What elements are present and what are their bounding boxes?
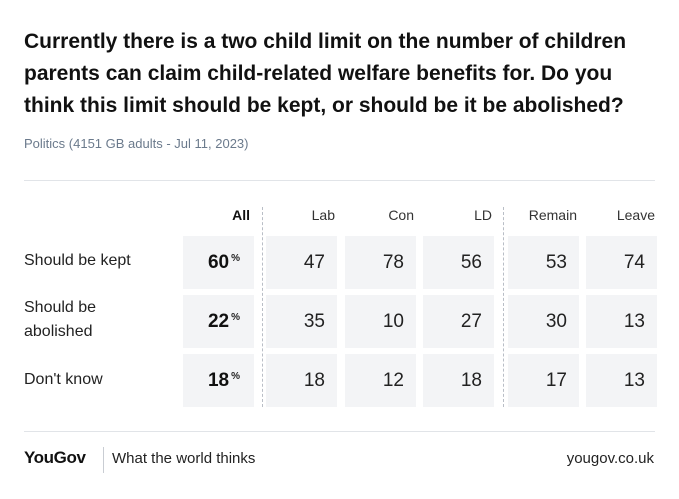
- value-label: 60: [207, 251, 230, 273]
- cell-all: 60%: [183, 236, 254, 289]
- percent-sign: %: [231, 371, 240, 382]
- cell-ld: 56: [423, 236, 494, 289]
- value-label: 35: [303, 310, 325, 332]
- cell-all: 22%: [183, 295, 254, 348]
- cell-ld: 27: [423, 295, 494, 348]
- col-header-remain: Remain: [528, 207, 577, 223]
- bottom-divider: [24, 431, 655, 432]
- footer-divider: [103, 447, 104, 473]
- value-label: 18: [460, 369, 482, 391]
- value-label: 12: [382, 369, 404, 391]
- col-header-all: All: [232, 207, 250, 223]
- col-header-leave: Leave: [616, 207, 655, 223]
- value-label: 74: [623, 251, 645, 273]
- footer-url[interactable]: yougov.co.uk: [566, 450, 654, 467]
- cell-all: 18%: [183, 354, 254, 407]
- value-label: 18: [207, 369, 230, 391]
- row-label: Should be abolished: [24, 299, 97, 340]
- row-label: Don't know: [24, 371, 103, 388]
- chart-title: Currently there is a two child limit on …: [24, 30, 627, 117]
- cell-leave: 13: [586, 354, 657, 407]
- value-label: 27: [460, 310, 482, 332]
- value-label: 30: [545, 310, 567, 332]
- col-header-ld: LD: [474, 207, 492, 223]
- cell-con: 10: [345, 295, 416, 348]
- value-label: 17: [545, 369, 567, 391]
- footer-tagline: What the world thinks: [112, 450, 256, 467]
- cell-remain: 53: [508, 236, 579, 289]
- column-separator: [262, 207, 263, 407]
- cell-con: 78: [345, 236, 416, 289]
- value-label: 47: [303, 251, 325, 273]
- value-label: 22: [207, 310, 230, 332]
- value-label: 53: [545, 251, 567, 273]
- cell-lab: 18: [266, 354, 337, 407]
- cell-leave: 74: [586, 236, 657, 289]
- row-label: Should be kept: [24, 252, 131, 269]
- cell-remain: 17: [508, 354, 579, 407]
- cell-leave: 13: [586, 295, 657, 348]
- cell-remain: 30: [508, 295, 579, 348]
- col-header-lab: Lab: [311, 207, 335, 223]
- col-header-con: Con: [388, 207, 414, 223]
- cell-ld: 18: [423, 354, 494, 407]
- cell-lab: 35: [266, 295, 337, 348]
- percent-sign: %: [231, 253, 240, 264]
- value-label: 10: [382, 310, 404, 332]
- value-label: 13: [623, 369, 645, 391]
- value-label: 78: [382, 251, 404, 273]
- top-divider: [24, 180, 655, 181]
- value-label: 56: [460, 251, 482, 273]
- cell-lab: 47: [266, 236, 337, 289]
- column-separator: [503, 207, 504, 407]
- survey-meta: Politics (4151 GB adults - Jul 11, 2023): [24, 136, 249, 151]
- cell-con: 12: [345, 354, 416, 407]
- value-label: 18: [303, 369, 325, 391]
- percent-sign: %: [231, 312, 240, 323]
- yougov-logo: YouGov: [24, 448, 86, 467]
- value-label: 13: [623, 310, 645, 332]
